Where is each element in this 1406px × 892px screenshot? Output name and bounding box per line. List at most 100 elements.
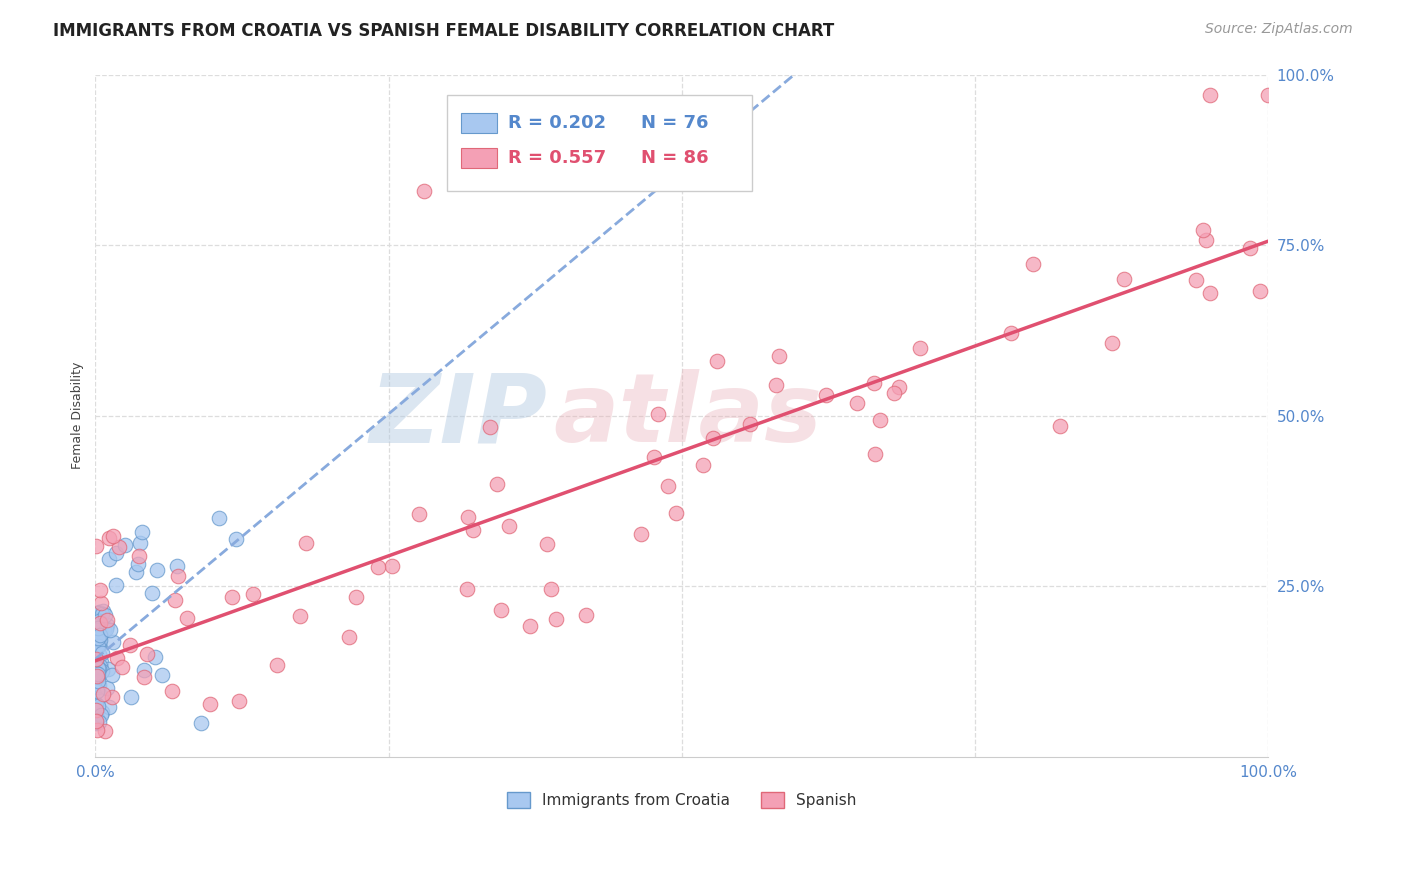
- Point: [86, 680, 108, 694]
- Point: [100, 690, 122, 704]
- FancyBboxPatch shape: [447, 95, 752, 191]
- Point: [87, 640, 110, 654]
- Point: [167, 568, 190, 582]
- Point: [86, 625, 108, 640]
- Point: [883, 385, 905, 400]
- Text: IMMIGRANTS FROM CROATIA VS SPANISH FEMALE DISABILITY CORRELATION CHART: IMMIGRANTS FROM CROATIA VS SPANISH FEMAL…: [53, 22, 835, 40]
- Point: [1192, 222, 1215, 236]
- Point: [160, 684, 183, 698]
- Point: [91, 607, 114, 621]
- Point: [105, 650, 128, 665]
- Point: [101, 667, 124, 681]
- Point: [200, 697, 222, 711]
- Point: [136, 647, 159, 661]
- Point: [863, 447, 886, 461]
- Point: [96, 618, 118, 632]
- Point: [87, 667, 110, 681]
- Point: [90, 596, 112, 610]
- Point: [90, 655, 112, 669]
- Point: [457, 510, 479, 524]
- Point: [908, 341, 931, 355]
- Point: [86, 676, 108, 690]
- Point: [86, 655, 108, 669]
- Text: atlas: atlas: [553, 369, 823, 462]
- Point: [456, 582, 478, 596]
- Point: [367, 559, 389, 574]
- Point: [461, 523, 484, 537]
- Point: [643, 450, 665, 464]
- Point: [105, 546, 128, 560]
- Point: [131, 524, 153, 539]
- Point: [89, 582, 111, 597]
- Point: [94, 608, 117, 623]
- Point: [86, 711, 108, 725]
- Point: [143, 650, 166, 665]
- Point: [90, 689, 112, 703]
- Point: [1112, 271, 1135, 285]
- Point: [107, 541, 129, 555]
- Point: [84, 697, 107, 711]
- Point: [87, 624, 110, 638]
- Point: [91, 604, 114, 618]
- Point: [84, 652, 107, 666]
- Point: [84, 715, 107, 730]
- Point: [1257, 87, 1279, 102]
- Point: [93, 623, 115, 637]
- Point: [94, 724, 117, 739]
- Point: [89, 614, 111, 628]
- Point: [87, 662, 110, 676]
- Point: [90, 707, 112, 722]
- Point: [120, 690, 142, 704]
- Point: [647, 407, 669, 421]
- Point: [132, 670, 155, 684]
- Text: N = 76: N = 76: [641, 114, 709, 132]
- Point: [479, 419, 502, 434]
- Point: [266, 657, 288, 672]
- Point: [120, 638, 142, 652]
- Point: [84, 709, 107, 723]
- Point: [630, 526, 652, 541]
- Point: [89, 659, 111, 673]
- Point: [87, 605, 110, 619]
- Point: [814, 388, 837, 402]
- Point: [228, 694, 250, 708]
- Text: Source: ZipAtlas.com: Source: ZipAtlas.com: [1205, 22, 1353, 37]
- Point: [575, 608, 598, 623]
- Point: [657, 479, 679, 493]
- Point: [225, 532, 247, 546]
- Point: [412, 184, 434, 198]
- Text: R = 0.202: R = 0.202: [509, 114, 606, 132]
- Point: [127, 557, 149, 571]
- Point: [89, 615, 111, 630]
- Point: [1185, 273, 1208, 287]
- Point: [96, 622, 118, 636]
- Point: [103, 529, 125, 543]
- Point: [87, 621, 110, 635]
- Point: [84, 714, 107, 728]
- Point: [87, 637, 110, 651]
- Point: [84, 630, 107, 644]
- Point: [98, 700, 121, 714]
- Point: [1198, 286, 1220, 301]
- Point: [86, 698, 108, 713]
- Point: [128, 549, 150, 563]
- Point: [1249, 284, 1271, 298]
- Point: [544, 612, 567, 626]
- Point: [141, 586, 163, 600]
- Point: [87, 633, 110, 648]
- Point: [163, 592, 186, 607]
- Point: [288, 609, 311, 624]
- Point: [150, 667, 173, 681]
- Point: [89, 627, 111, 641]
- Point: [540, 582, 562, 596]
- Y-axis label: Female Disability: Female Disability: [72, 362, 84, 469]
- Point: [692, 458, 714, 472]
- Point: [84, 703, 107, 717]
- Point: [89, 632, 111, 647]
- Point: [889, 379, 911, 393]
- Point: [86, 700, 108, 714]
- Point: [869, 413, 891, 427]
- Point: [97, 662, 120, 676]
- Point: [132, 663, 155, 677]
- Point: [125, 565, 148, 579]
